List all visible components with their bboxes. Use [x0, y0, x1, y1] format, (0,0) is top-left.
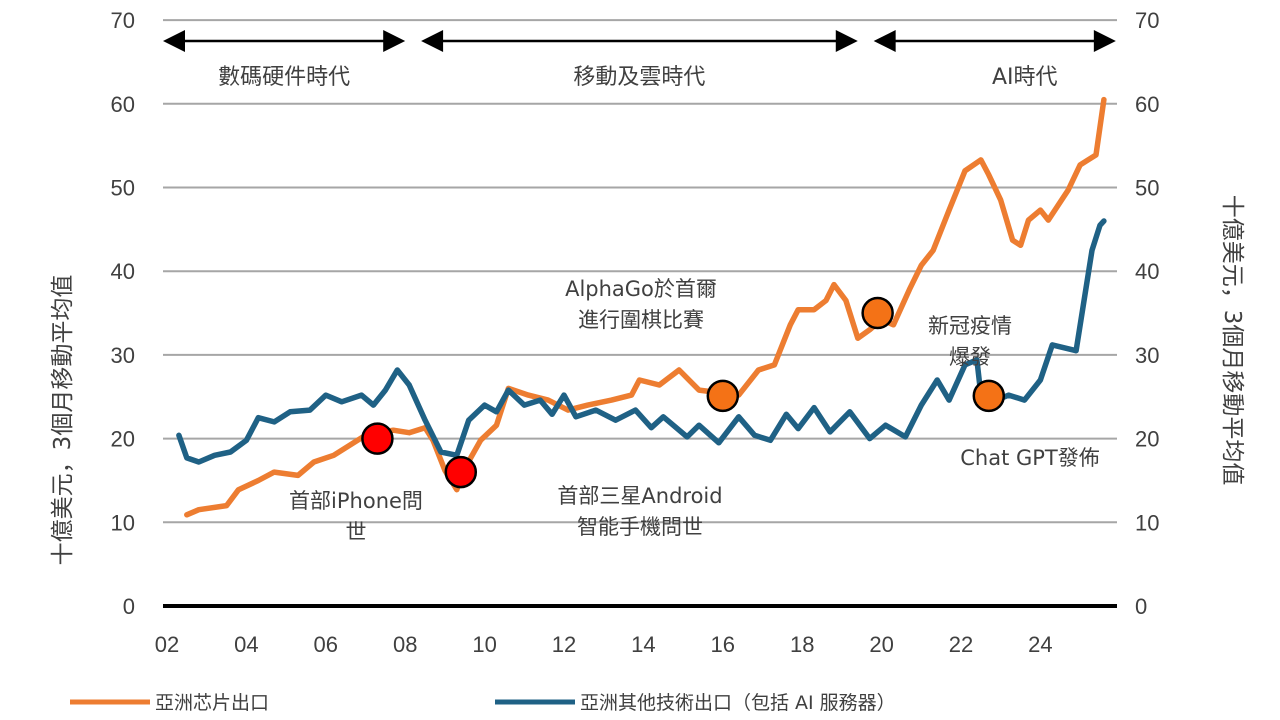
event-marker: [861, 296, 894, 330]
gridlines: [163, 19, 1117, 524]
x-tick-label: 02: [155, 632, 179, 657]
y-tick-label-left: 40: [111, 259, 135, 284]
x-tick-label: 18: [790, 632, 814, 657]
event-markers: [361, 296, 1006, 489]
era-label: 數碼硬件時代: [218, 65, 350, 90]
arrow-left-icon: [421, 30, 444, 52]
left-y-axis: 0 10 20 30 40 50 60 70: [111, 8, 135, 619]
left-y-axis-title: 十億美元，3個月移動平均值: [50, 275, 76, 566]
arrow-right-icon: [835, 30, 858, 52]
arrow-left-icon: [873, 30, 896, 52]
x-tick-label: 08: [393, 632, 417, 657]
x-tick-label: 06: [314, 632, 338, 657]
era-arrows: 數碼硬件時代 移動及雲時代 AI時代: [163, 30, 1116, 90]
series-line-other-tech-exports: [176, 218, 1107, 465]
right-y-axis-title: 十億美元，3個月移動平均值: [1219, 195, 1245, 486]
y-tick-label-right: 40: [1135, 259, 1159, 284]
arrow-left-icon: [163, 30, 185, 52]
era-arrow: 數碼硬件時代: [163, 30, 406, 90]
arrow-right-icon: [1093, 30, 1116, 52]
y-tick-label-right: 60: [1135, 92, 1159, 117]
y-tick-label-right: 0: [1135, 594, 1147, 619]
right-y-axis: 0 10 20 30 40 50 60 70: [1135, 8, 1159, 619]
y-tick-label-left: 0: [123, 594, 135, 619]
event-annotation-line: 首部三星Android: [557, 484, 722, 508]
event-annotation-line: 智能手機問世: [577, 515, 703, 539]
event-marker: [972, 379, 1006, 413]
x-tick-label: 22: [949, 632, 973, 657]
event-annotation-line: 新冠疫情: [928, 314, 1012, 338]
event-marker: [706, 379, 740, 413]
y-tick-label-left: 60: [111, 92, 135, 117]
arrow-right-icon: [383, 30, 406, 52]
y-tick-label-right: 30: [1135, 343, 1159, 368]
y-tick-label-left: 30: [111, 343, 135, 368]
x-tick-label: 16: [711, 632, 735, 657]
y-tick-label-left: 20: [111, 427, 135, 452]
event-marker: [444, 455, 478, 489]
legend-label-other-tech-exports: 亞洲其他技術出口（包括 AI 服務器）: [580, 692, 896, 714]
event-annotation-line: 爆發: [949, 345, 991, 369]
x-tick-label: 12: [552, 632, 576, 657]
x-axis: 02 04 06 08 10 12 14 16 18 20 22 24: [155, 632, 1053, 657]
x-tick-label: 14: [631, 632, 655, 657]
x-tick-label: 04: [234, 632, 258, 657]
event-annotation-line: AlphaGo於首爾: [565, 277, 717, 301]
y-tick-label-right: 50: [1135, 176, 1159, 201]
era-label: 移動及雲時代: [573, 65, 705, 90]
y-tick-label-left: 50: [111, 176, 135, 201]
era-arrow: 移動及雲時代: [421, 30, 858, 90]
era-label: AI時代: [992, 65, 1058, 90]
y-tick-label-left: 10: [111, 510, 135, 535]
y-tick-label-left: 70: [111, 8, 135, 33]
legend-label-chip-exports: 亞洲芯片出口: [155, 692, 269, 714]
event-annotation-line: 世: [346, 520, 367, 544]
event-annotation-line: 首部iPhone問: [289, 489, 423, 513]
event-annotation-line: 進行圍棋比賽: [578, 308, 704, 332]
x-tick-label: 20: [869, 632, 893, 657]
event-marker: [361, 422, 394, 455]
legend: 亞洲芯片出口 亞洲其他技術出口（包括 AI 服務器）: [70, 692, 896, 714]
y-tick-label-right: 10: [1135, 510, 1159, 535]
event-annotation-line: Chat GPT發佈: [960, 446, 1100, 470]
x-tick-label: 24: [1028, 632, 1052, 657]
y-tick-label-right: 70: [1135, 8, 1159, 33]
y-tick-label-right: 20: [1135, 427, 1159, 452]
era-arrow: AI時代: [873, 30, 1116, 90]
x-tick-label: 10: [472, 632, 496, 657]
